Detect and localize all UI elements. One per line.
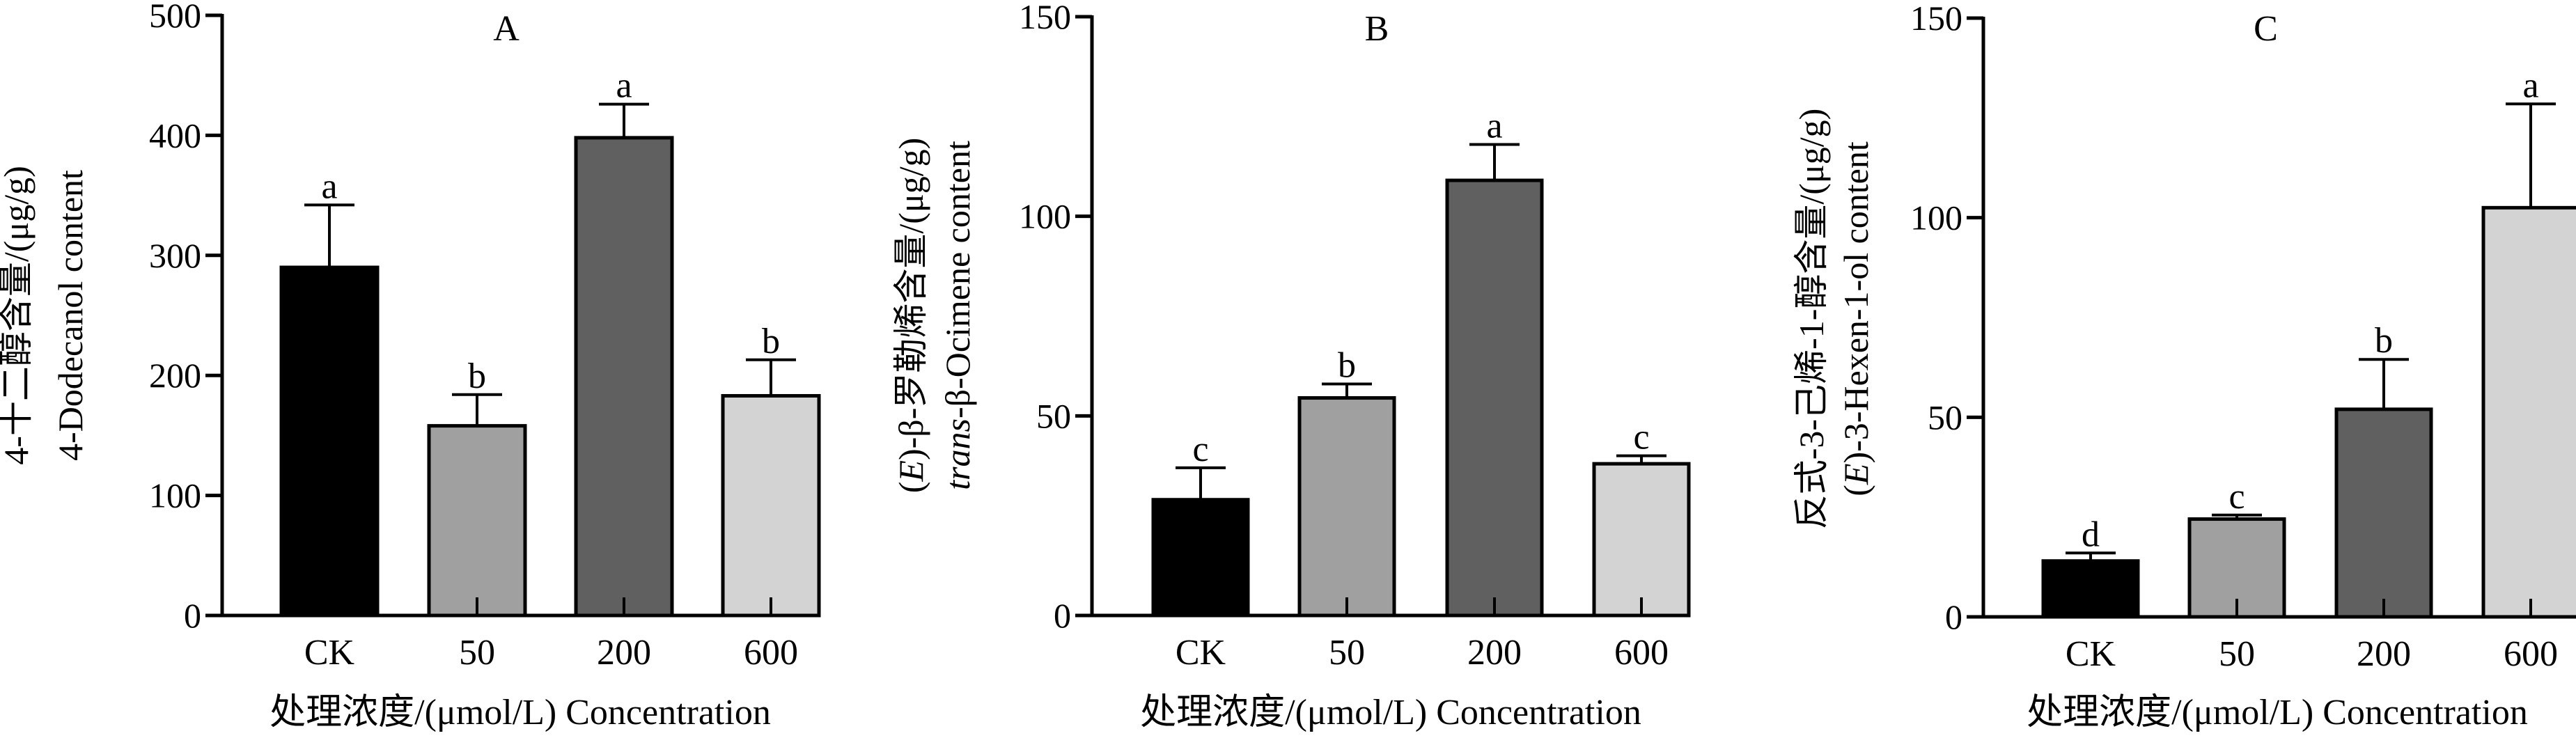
y-axis-label-segment: 4-十二醇含量/(μg/g) [0,166,36,465]
y-axis-label-line-2: 4-Dodecanol content [51,170,90,461]
significance-label: d [2082,515,2100,554]
x-tick-label: CK [2066,634,2116,674]
y-tick-label: 100 [1910,198,1962,237]
x-tick-label: CK [304,633,355,673]
y-axis-label-segment: -β-Ocimene content [938,141,977,418]
y-axis-label-segment: )-3-Hexen-1-ol content [1836,141,1875,463]
y-axis-label-line-2: trans-β-Ocimene content [938,141,977,490]
y-tick-label: 50 [1036,396,1071,435]
y-axis-label-line-1: (E)-β-罗勒烯含量/(μg/g) [891,138,930,493]
x-tick-label: CK [1176,633,1226,673]
significance-label: a [2522,65,2538,105]
y-tick-label: 0 [184,596,201,635]
significance-label: b [762,322,780,361]
y-tick-label: 50 [1928,398,1962,437]
significance-label: c [1192,430,1208,469]
y-tick-label: 0 [1054,596,1071,635]
bar-600 [2481,205,2576,619]
y-tick-label: 100 [1019,197,1071,236]
bar-200 [2334,407,2433,619]
y-axis-label-segment: 反式-3-己烯-1-醇含量/(μg/g) [1792,109,1831,530]
y-axis-label-segment: trans [938,418,977,490]
y-axis-label-line-2: (E)-3-Hexen-1-ol content [1836,141,1875,496]
significance-label: c [2228,477,2245,517]
significance-label: a [1486,106,1502,146]
x-tick-label: 600 [1614,633,1669,673]
chart-panel-C: d CK c 50 b 200 a 600 0 50 100 150 C 处理浓度/(μmol/L) Co… [1792,0,2576,732]
y-tick-label: 150 [1910,0,1962,38]
bar-600 [1592,462,1691,618]
x-tick-label: 600 [744,633,798,673]
y-axis-label-segment: E [891,460,930,482]
panel-title: B [1365,9,1389,49]
x-axis-label: 处理浓度/(μmol/L) Concentration [270,693,771,732]
significance-label: b [1338,345,1356,385]
x-tick-label: 600 [2504,634,2558,674]
y-tick-label: 0 [1945,597,1962,636]
panel-title: C [2254,9,2278,49]
y-axis-label-line-1: 4-十二醇含量/(μg/g) [0,166,36,465]
bar-200 [574,136,674,618]
x-tick-label: 200 [1467,633,1522,673]
y-axis-label-segment: E [1836,464,1875,486]
chart-panel-A: a CK b 50 a 200 b 600 0 100 200 300 400 500 A 处理浓度/(μmo… [0,0,821,732]
x-axis-label: 处理浓度/(μmol/L) Concentration [2027,693,2528,732]
x-tick-label: 200 [2357,634,2411,674]
bar-600 [721,394,821,618]
chart-panel-B: c CK b 50 a 200 c 600 0 50 100 150 B 处理浓度/(μmol/L) Co… [891,0,1691,732]
y-axis-label-segment: ( [1836,485,1875,496]
x-tick-label: 50 [1329,633,1365,673]
bar-50 [1297,396,1396,618]
y-tick-label: 500 [149,0,201,35]
significance-label: b [468,356,486,396]
panel-title: A [493,9,520,49]
y-axis-label-segment: ( [891,482,930,494]
y-axis-label-segment: )-β-罗勒烯含量/(μg/g) [891,138,930,460]
y-tick-label: 400 [149,116,201,155]
significance-label: b [2375,321,2393,361]
y-tick-label: 150 [1019,0,1071,36]
significance-label: a [321,166,337,206]
bar-CK [279,265,380,618]
x-tick-label: 50 [2219,634,2255,674]
x-axis-label: 处理浓度/(μmol/L) Concentration [1140,693,1641,732]
y-tick-label: 100 [149,476,201,515]
x-tick-label: 50 [459,633,495,673]
significance-label: c [1633,418,1649,457]
x-tick-label: 200 [597,633,651,673]
y-axis-label-line-1: 反式-3-己烯-1-醇含量/(μg/g) [1792,109,1831,530]
significance-label: a [616,66,632,106]
bar-200 [1445,178,1544,618]
y-tick-label: 200 [149,356,201,395]
bar-50 [427,424,527,618]
y-tick-label: 300 [149,236,201,275]
y-axis-label-segment: 4-Dodecanol content [51,170,90,461]
